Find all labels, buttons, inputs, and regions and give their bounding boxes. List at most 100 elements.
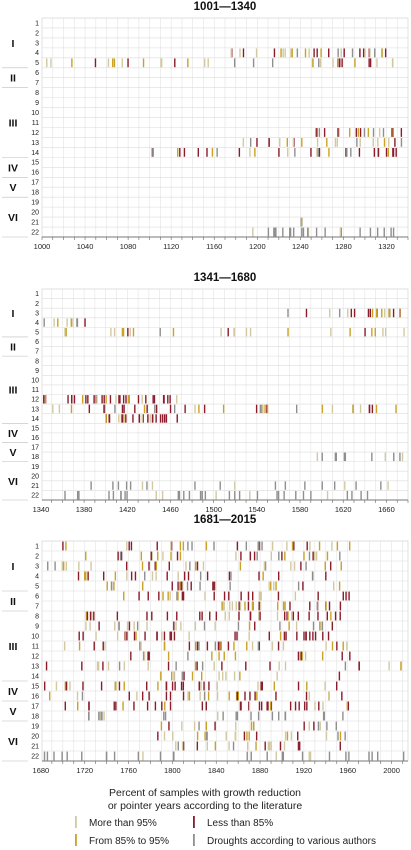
event-bar bbox=[112, 58, 114, 68]
event-bar bbox=[117, 481, 120, 490]
event-bar bbox=[167, 661, 170, 671]
event-bar bbox=[321, 452, 323, 462]
event-bar bbox=[148, 651, 150, 661]
event-bar bbox=[45, 661, 48, 671]
event-bar bbox=[138, 591, 140, 601]
event-bar bbox=[217, 711, 219, 721]
event-bar bbox=[249, 491, 251, 500]
event-bar bbox=[123, 414, 125, 423]
event-bar bbox=[205, 701, 208, 711]
event-bar bbox=[339, 227, 342, 237]
event-bar bbox=[300, 651, 302, 661]
event-bar bbox=[284, 661, 287, 671]
event-bar bbox=[160, 58, 163, 68]
event-bar bbox=[239, 701, 242, 711]
event-bar bbox=[300, 561, 302, 571]
event-bar bbox=[127, 58, 129, 68]
event-bar bbox=[205, 731, 208, 741]
event-bar bbox=[88, 404, 91, 414]
x-tick-label: 1620 bbox=[335, 505, 352, 514]
event-bar bbox=[136, 621, 139, 631]
event-bar bbox=[387, 481, 389, 490]
event-bar bbox=[239, 48, 241, 58]
event-bar bbox=[328, 308, 331, 318]
event-bar bbox=[141, 691, 144, 701]
row-label: 19 bbox=[31, 723, 39, 730]
event-bar bbox=[342, 711, 344, 721]
x-tick-label: 1760 bbox=[120, 766, 137, 775]
event-bar bbox=[146, 611, 148, 621]
x-tick-label: 1880 bbox=[252, 766, 269, 775]
event-bar bbox=[264, 561, 267, 571]
event-bar bbox=[113, 327, 116, 337]
event-bar bbox=[239, 561, 242, 571]
row-label: 16 bbox=[31, 435, 39, 442]
event-bar bbox=[189, 561, 191, 571]
event-bar bbox=[344, 731, 346, 741]
legend-swatch bbox=[75, 816, 77, 828]
event-bar bbox=[282, 641, 285, 651]
event-bar bbox=[55, 681, 58, 691]
event-bar bbox=[223, 591, 226, 601]
event-bar bbox=[301, 651, 303, 661]
event-bar bbox=[277, 491, 280, 500]
event-bar bbox=[358, 661, 360, 671]
event-bar bbox=[316, 48, 318, 58]
event-bar bbox=[390, 227, 392, 237]
event-bar bbox=[340, 48, 342, 58]
event-bar bbox=[212, 581, 214, 591]
row-label: 22 bbox=[31, 753, 39, 760]
event-bar bbox=[323, 128, 326, 137]
event-bar bbox=[157, 681, 159, 691]
event-bar bbox=[321, 481, 323, 490]
event-bar bbox=[180, 581, 183, 591]
event-bar bbox=[285, 631, 287, 641]
event-bar bbox=[375, 404, 378, 414]
event-bar bbox=[371, 404, 374, 414]
event-bar bbox=[93, 641, 95, 651]
event-bar bbox=[255, 48, 258, 58]
event-bar bbox=[53, 318, 55, 327]
row-label: 22 bbox=[31, 493, 39, 500]
event-bar bbox=[367, 128, 370, 137]
event-bar bbox=[308, 691, 310, 701]
event-bar bbox=[133, 631, 136, 641]
event-bar bbox=[246, 741, 249, 751]
event-bar bbox=[154, 561, 156, 571]
event-bar bbox=[319, 721, 321, 731]
event-bar bbox=[122, 327, 125, 337]
event-bar bbox=[273, 48, 276, 58]
event-bar bbox=[187, 58, 189, 68]
event-bar bbox=[355, 128, 358, 137]
event-bar bbox=[287, 148, 289, 157]
event-bar bbox=[166, 611, 169, 621]
event-bar bbox=[236, 711, 239, 721]
event-bar bbox=[368, 404, 371, 414]
event-bar bbox=[312, 571, 314, 581]
event-bar bbox=[133, 621, 135, 631]
event-bar bbox=[182, 681, 185, 691]
row-label: 5 bbox=[35, 330, 39, 337]
event-bar bbox=[318, 128, 321, 137]
event-bar bbox=[125, 481, 128, 490]
event-bar bbox=[181, 671, 183, 681]
event-bar bbox=[255, 741, 257, 751]
row-label: 4 bbox=[35, 320, 39, 327]
event-bar bbox=[176, 414, 178, 423]
event-bar bbox=[220, 641, 222, 651]
row-label: 6 bbox=[35, 593, 39, 600]
event-bar bbox=[350, 148, 352, 157]
event-bar bbox=[240, 551, 242, 561]
event-bar bbox=[298, 701, 300, 711]
event-bar bbox=[120, 491, 122, 500]
event-bar bbox=[113, 581, 115, 591]
row-label: 3 bbox=[35, 310, 39, 317]
event-bar bbox=[218, 671, 220, 681]
event-bar bbox=[146, 481, 148, 490]
event-bar bbox=[309, 631, 311, 641]
event-bar bbox=[332, 58, 334, 68]
event-bar bbox=[290, 731, 293, 741]
event-bar bbox=[245, 541, 248, 551]
row-label: 8 bbox=[35, 358, 39, 365]
event-bar bbox=[305, 631, 307, 641]
